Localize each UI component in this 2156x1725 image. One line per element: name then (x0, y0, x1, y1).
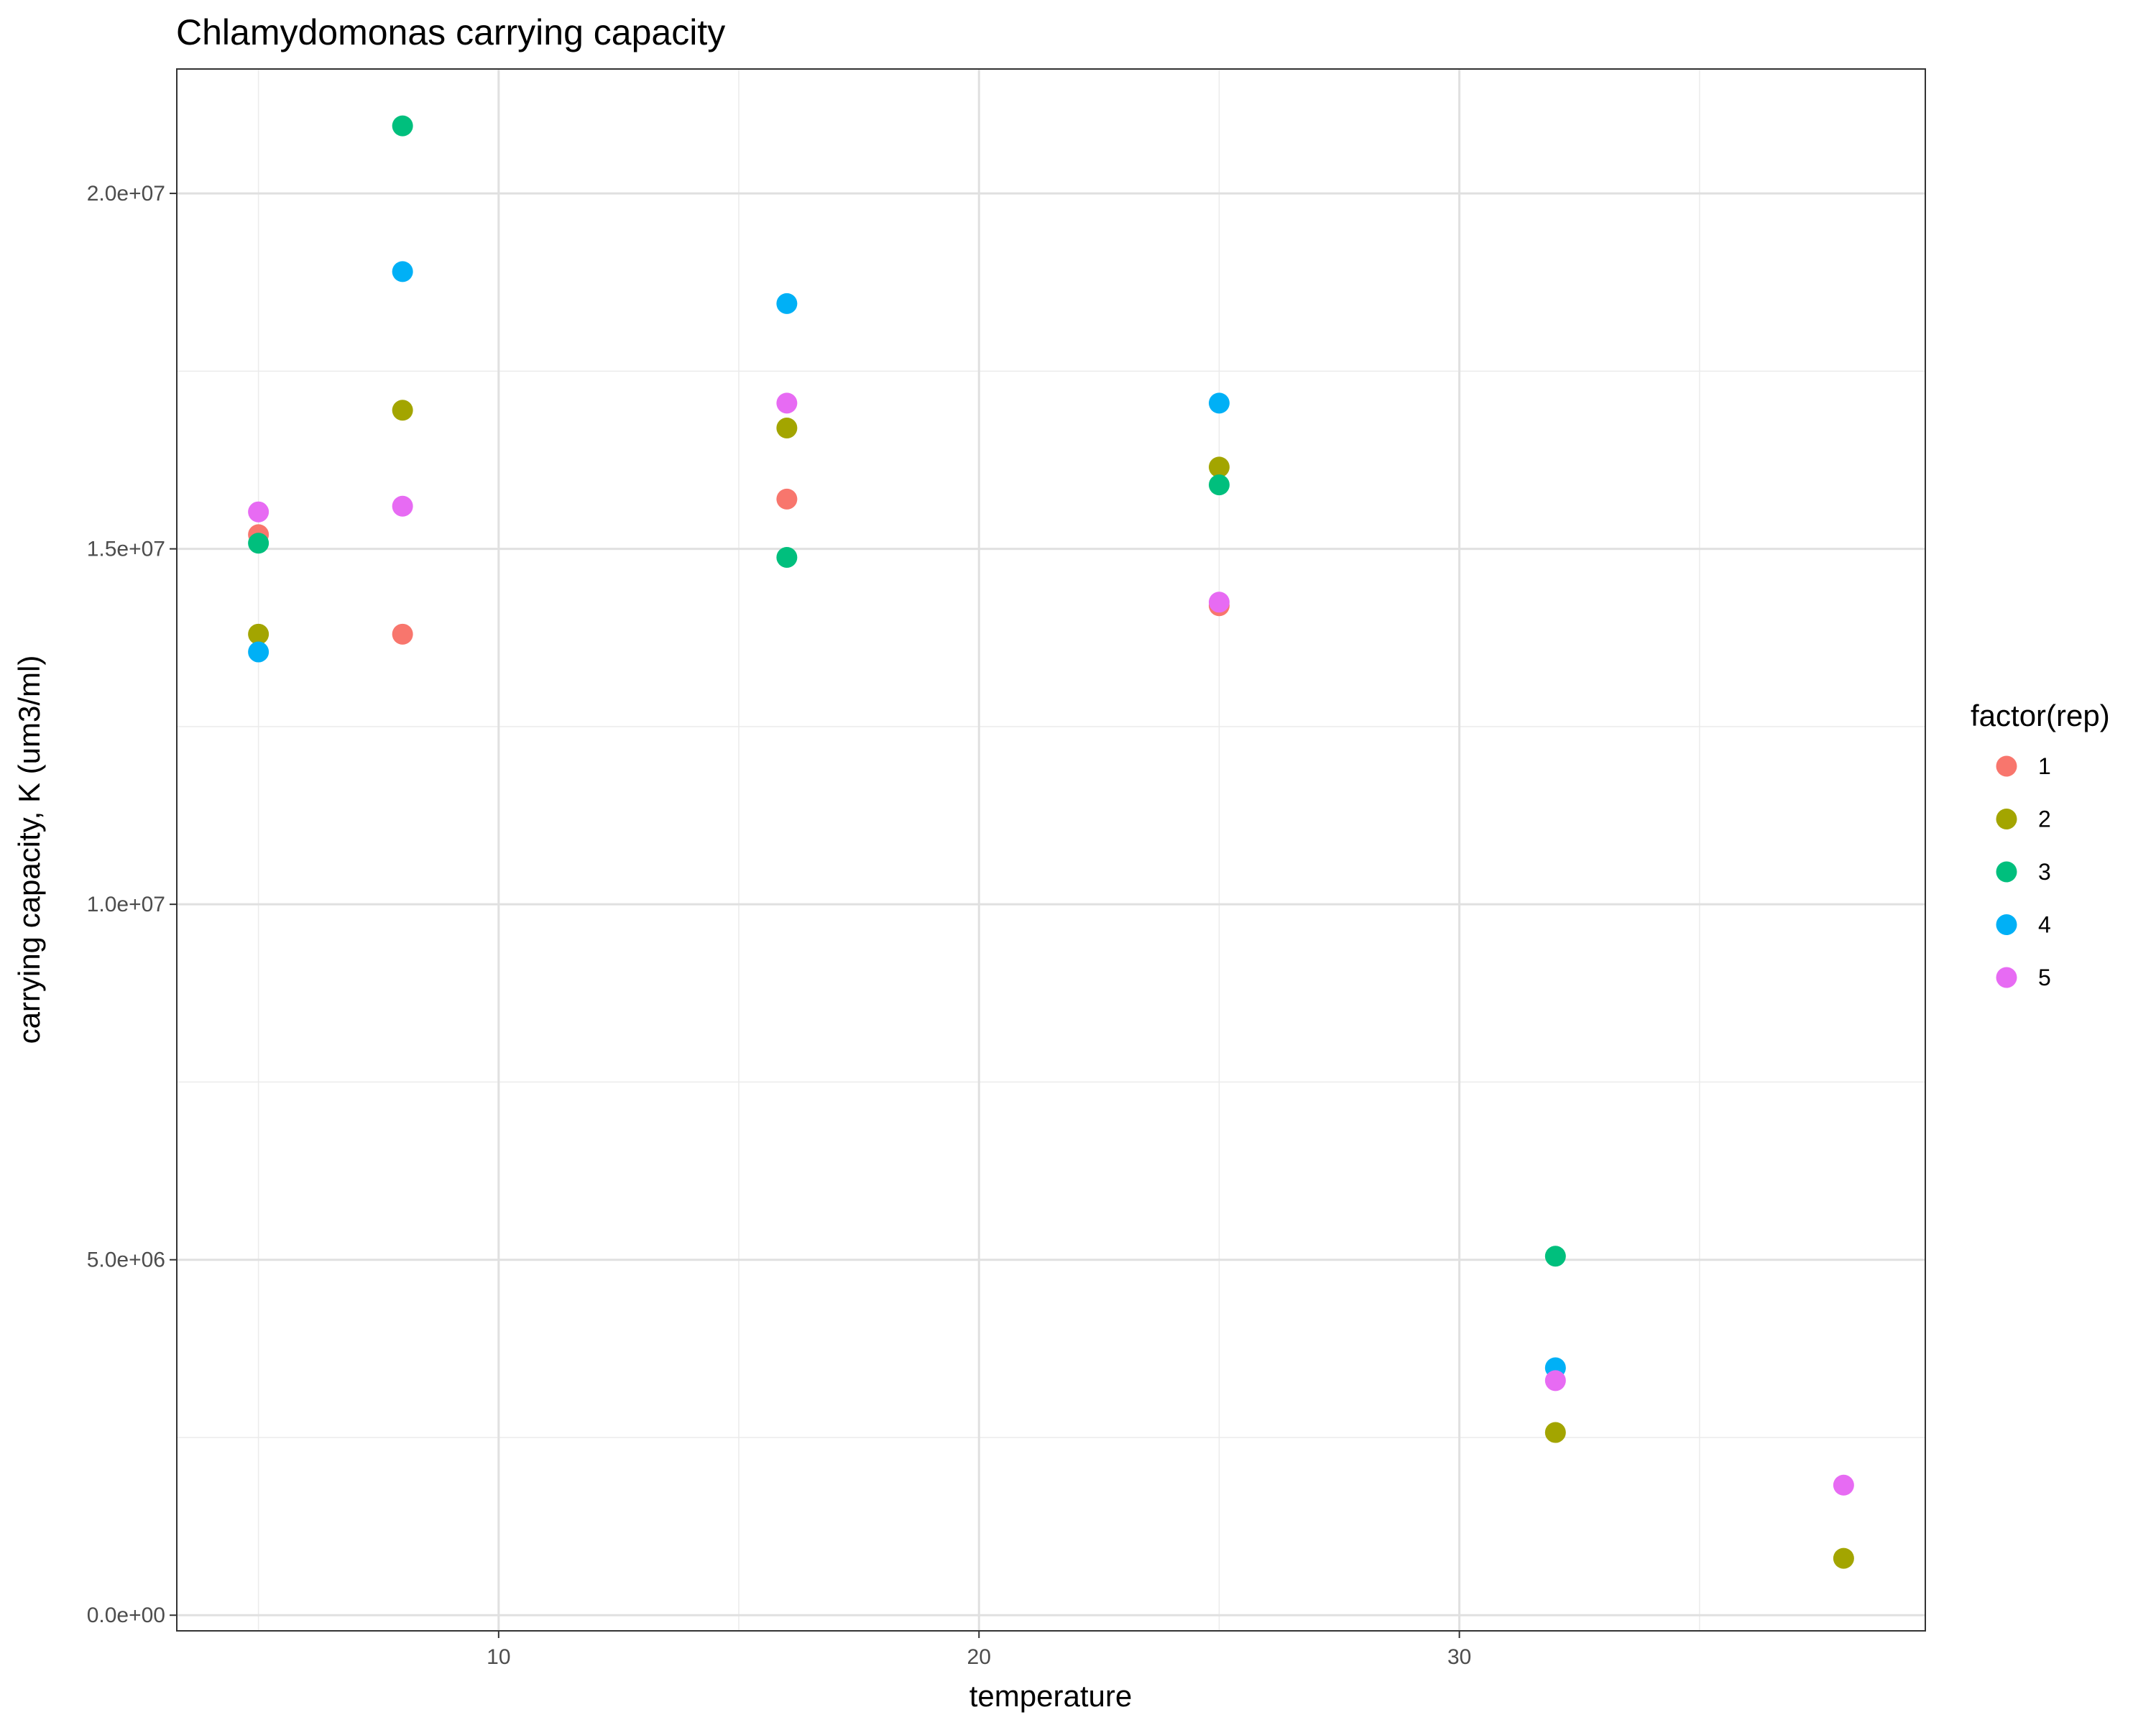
axes: 0.0e+00 5.0e+06 1.0e+07 1.5e+07 2.0e+07 10 20 3… (87, 182, 1472, 1669)
chart-title: Chlamydomonas carrying capacity (176, 12, 725, 52)
plot-panel (177, 69, 1925, 1631)
data-point-rep-3 (392, 115, 413, 137)
y-axis-title: carrying capacity, K (um3/ml) (12, 656, 46, 1044)
x-tick-label: 30 (1447, 1645, 1471, 1669)
y-tick-label: 0.0e+00 (87, 1604, 165, 1627)
data-point-rep-4 (1208, 392, 1230, 414)
data-point-rep-4 (248, 641, 270, 663)
data-point-rep-5 (776, 392, 798, 414)
data-point-rep-3 (776, 546, 798, 568)
legend-label: 2 (2038, 806, 2051, 832)
plot-border (176, 68, 1926, 1632)
data-point-rep-1 (392, 623, 413, 645)
x-tick-label: 20 (967, 1645, 991, 1669)
legend-key-5 (1996, 967, 2017, 988)
y-tick-label: 1.0e+07 (87, 893, 165, 916)
data-point-rep-4 (776, 293, 798, 314)
legend-key-2 (1996, 809, 2017, 829)
y-tick-label: 1.5e+07 (87, 538, 165, 561)
legend-key-4 (1996, 914, 2017, 935)
y-tick-label: 2.0e+07 (87, 182, 165, 206)
data-point-rep-3 (1544, 1246, 1566, 1267)
legend-title: factor(rep) (1971, 699, 2110, 732)
x-tick-label: 10 (487, 1645, 510, 1669)
data-point-rep-2 (248, 623, 270, 645)
legend: factor(rep) 1 2 3 4 5 (1971, 699, 2110, 990)
data-point-rep-5 (1833, 1474, 1854, 1496)
data-point-rep-5 (248, 501, 270, 523)
data-point-rep-5 (392, 495, 413, 517)
grid-lines (177, 69, 1925, 1631)
data-point-rep-1 (776, 488, 798, 510)
data-point-rep-2 (776, 417, 798, 438)
data-point-rep-2 (1544, 1422, 1566, 1443)
y-tick-label: 5.0e+06 (87, 1248, 165, 1272)
legend-label: 5 (2038, 965, 2051, 990)
data-point-rep-2 (392, 400, 413, 421)
data-point-rep-4 (392, 261, 413, 282)
legend-key-3 (1996, 861, 2017, 883)
data-point-rep-3 (1208, 474, 1230, 496)
data-point-rep-2 (1833, 1547, 1854, 1569)
legend-label: 3 (2038, 859, 2051, 885)
data-point-rep-5 (1208, 592, 1230, 613)
x-axis-title: temperature (969, 1679, 1132, 1713)
legend-label: 1 (2038, 753, 2051, 779)
data-point-rep-5 (1544, 1370, 1566, 1392)
legend-label: 4 (2038, 912, 2051, 938)
legend-key-1 (1996, 755, 2017, 777)
data-points (248, 115, 1854, 1569)
data-point-rep-3 (248, 533, 270, 554)
data-point-rep-2 (1208, 456, 1230, 478)
